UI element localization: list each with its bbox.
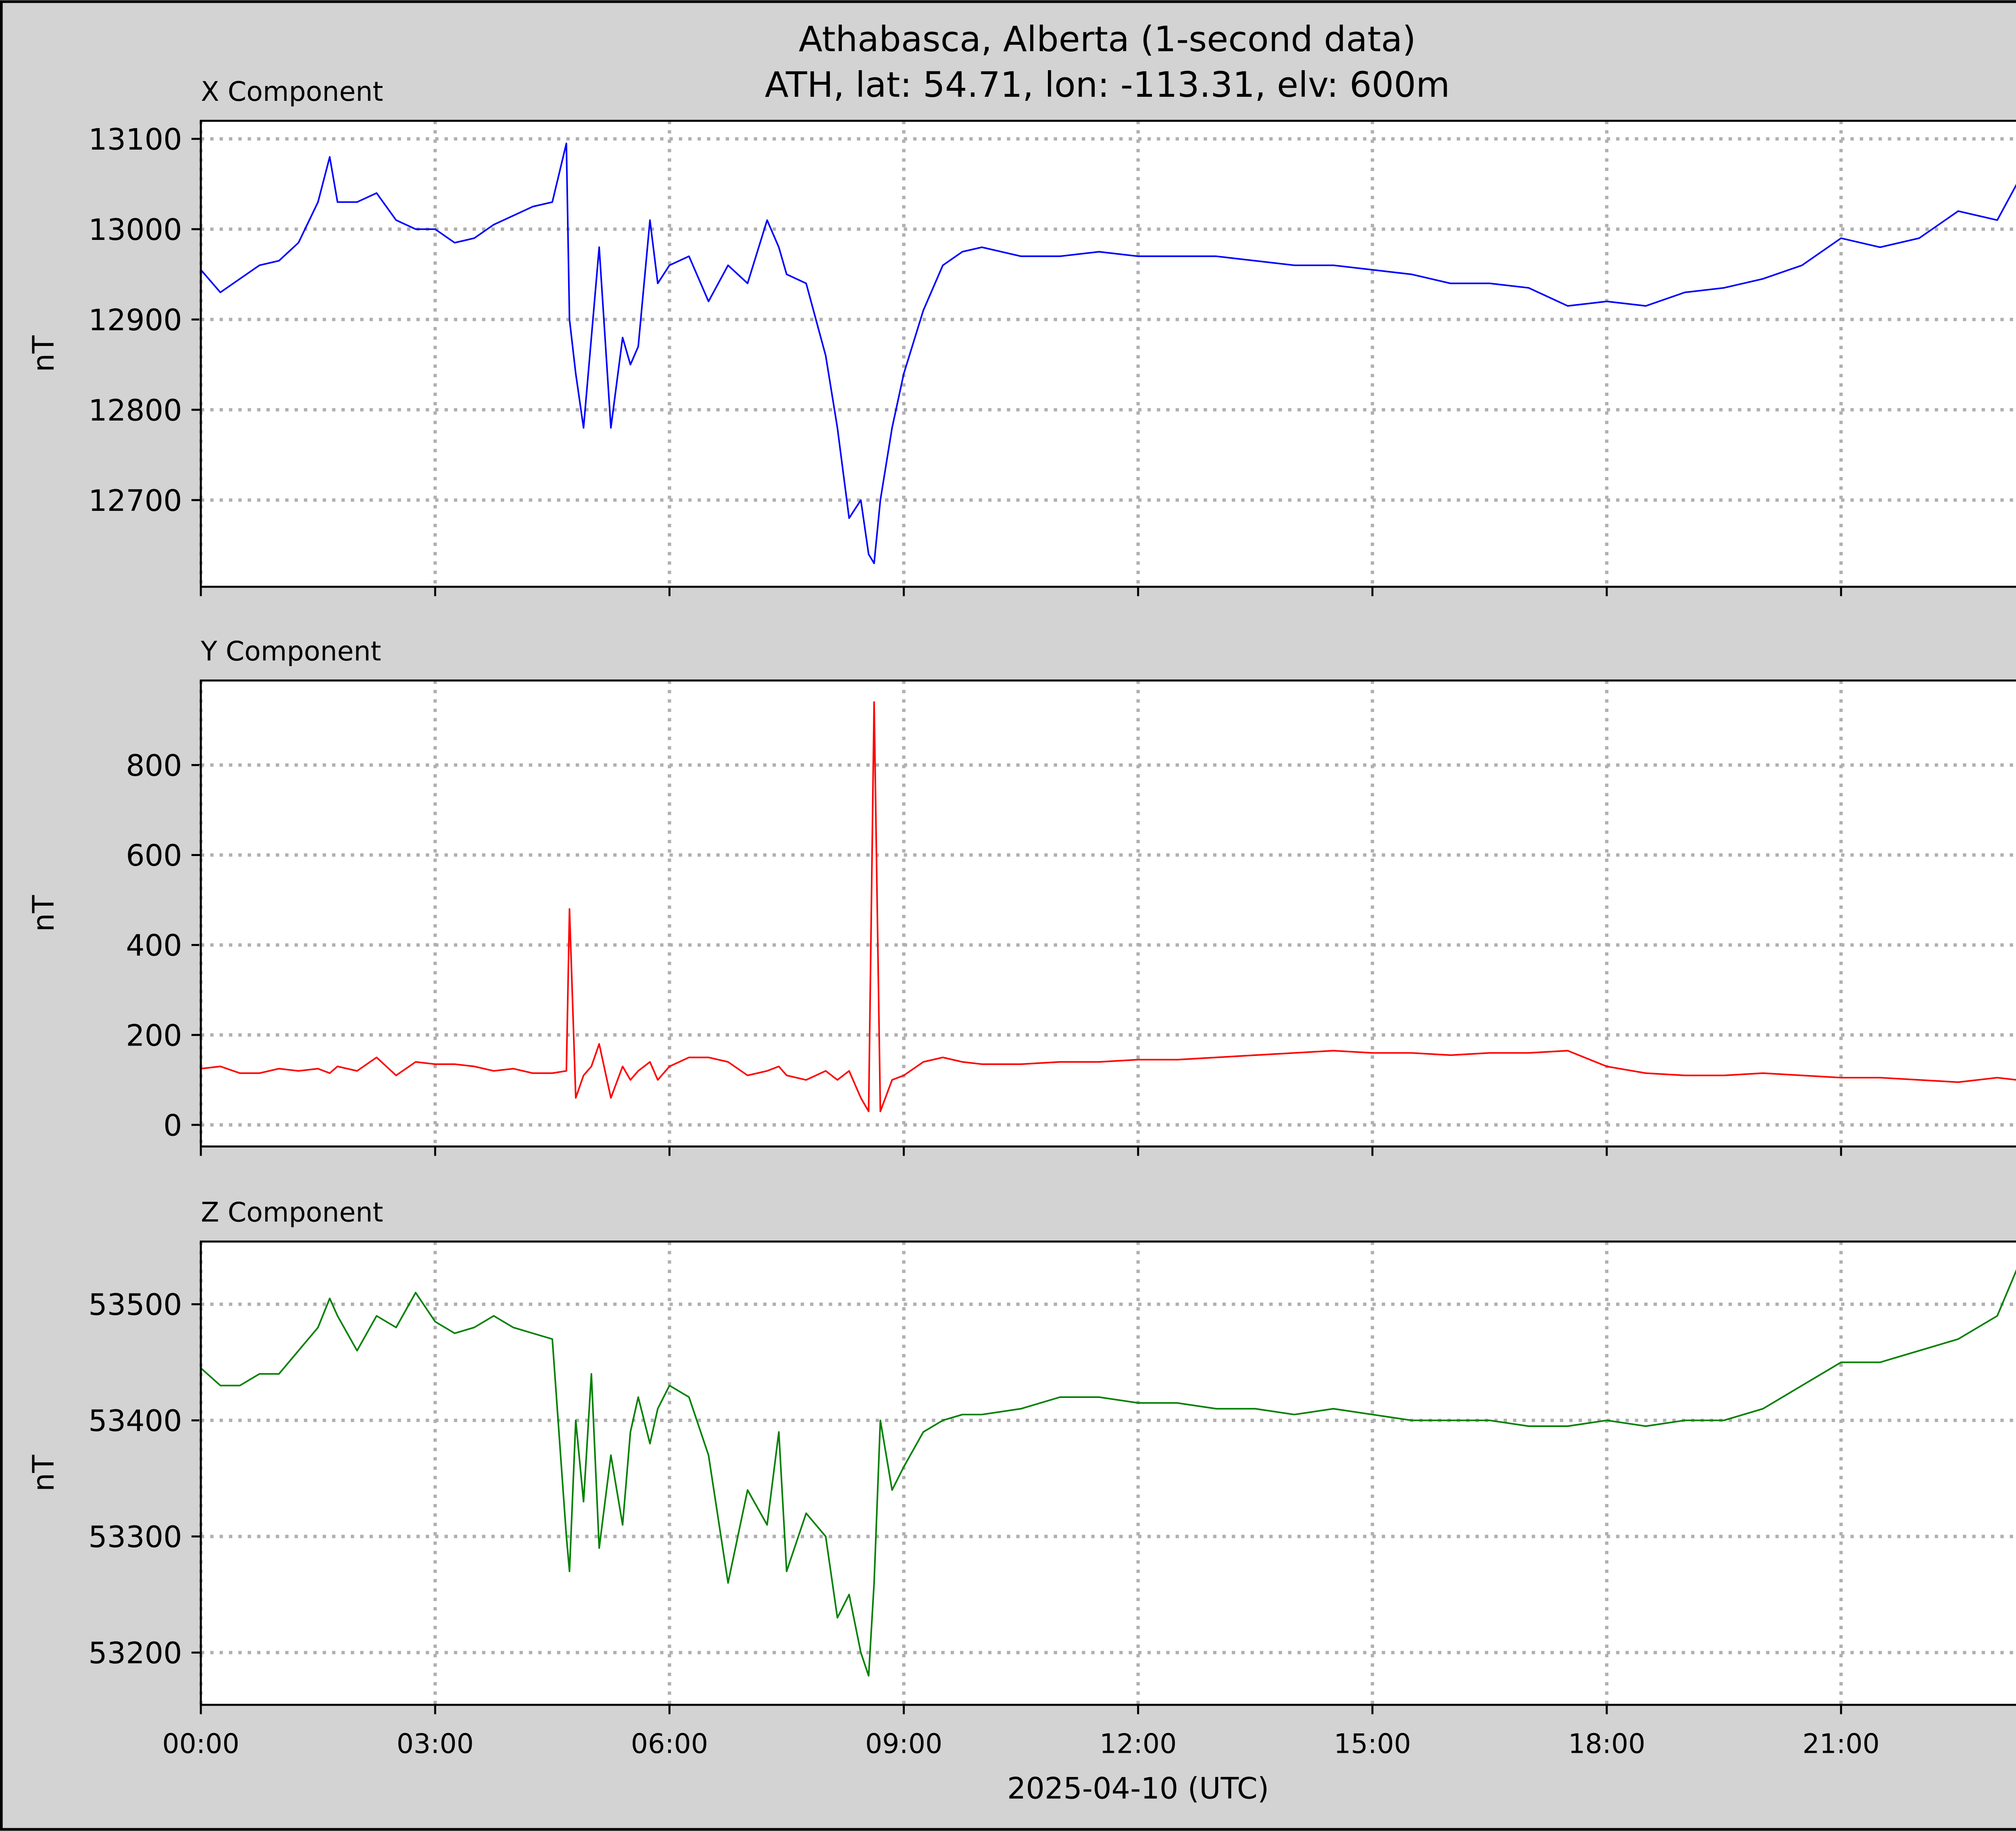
y-tick-label: 53400 bbox=[88, 1404, 182, 1438]
y-axis-label: nT bbox=[27, 895, 61, 932]
y-axis-label: nT bbox=[27, 335, 61, 372]
y-tick-label: 13100 bbox=[88, 123, 182, 157]
plot-frame bbox=[200, 120, 2016, 588]
x-tick-label: 09:00 bbox=[865, 1728, 942, 1760]
y-tick-label: 400 bbox=[126, 929, 182, 963]
x-tick-label: 18:00 bbox=[1568, 1728, 1645, 1760]
x-tick-label: 12:00 bbox=[1100, 1728, 1177, 1760]
x-axis-label: 2025-04-10 (UTC) bbox=[1007, 1772, 1269, 1806]
y-tick-label: 53200 bbox=[88, 1636, 182, 1671]
y-tick-label: 13000 bbox=[88, 213, 182, 247]
y-tick-label: 12900 bbox=[88, 303, 182, 337]
y-tick-label: 12800 bbox=[88, 394, 182, 428]
plot-frame bbox=[200, 1240, 2016, 1706]
figure-title: Athabasca, Alberta (1-second data) bbox=[799, 19, 1416, 60]
panel-title: X Component bbox=[201, 76, 383, 107]
plot-area bbox=[201, 680, 2016, 1147]
y-axis-label: nT bbox=[27, 1455, 61, 1491]
x-tick-label: 00:00 bbox=[162, 1728, 239, 1760]
data-line bbox=[200, 1269, 2016, 1677]
y-tick-label: 200 bbox=[126, 1019, 182, 1053]
y-tick-label: 12700 bbox=[88, 484, 182, 518]
panel-title: Y Component bbox=[200, 635, 381, 667]
x-tick-label: 06:00 bbox=[631, 1728, 708, 1760]
x-tick-label: 03:00 bbox=[397, 1728, 474, 1760]
plot-frame bbox=[200, 679, 2016, 1148]
y-tick-label: 600 bbox=[126, 839, 182, 873]
data-line bbox=[200, 142, 2016, 565]
y-tick-label: 53300 bbox=[88, 1520, 182, 1554]
data-line bbox=[200, 701, 2016, 1112]
y-tick-label: 800 bbox=[126, 749, 182, 783]
x-tick-label: 15:00 bbox=[1334, 1728, 1411, 1760]
y-tick-label: 0 bbox=[163, 1108, 182, 1143]
panel-title: Z Component bbox=[201, 1196, 383, 1228]
figure-subtitle: ATH, lat: 54.71, lon: -113.31, elv: 600m bbox=[765, 65, 1450, 105]
x-tick-label: 21:00 bbox=[1802, 1728, 1879, 1760]
plot-area bbox=[201, 121, 2016, 587]
y-tick-label: 53500 bbox=[88, 1288, 182, 1322]
plot-area bbox=[201, 1241, 2016, 1705]
